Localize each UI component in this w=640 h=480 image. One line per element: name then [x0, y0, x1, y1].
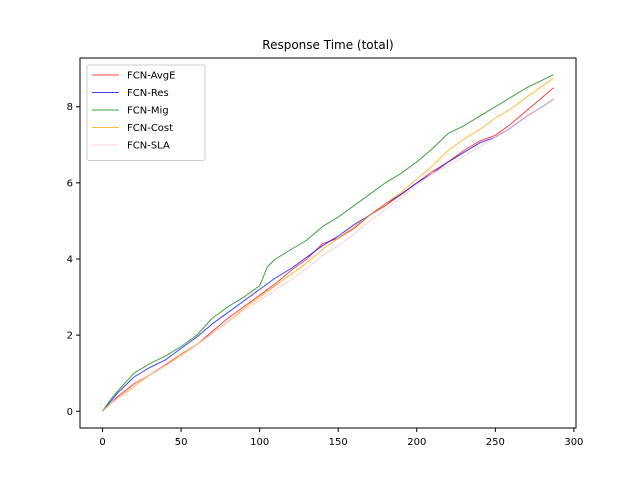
x-axis: 0 50 100 150 200 250 300 — [99, 428, 583, 448]
x-tick-label: 300 — [564, 437, 583, 448]
legend-label-fcn-res: FCN-Res — [127, 88, 169, 99]
legend: FCN-AvgE FCN-Res FCN-Mig FCN-Cost FCN-SLA — [86, 64, 206, 161]
y-tick-label: 4 — [67, 254, 73, 265]
legend-label-fcn-avge: FCN-AvgE — [127, 71, 175, 82]
series-line-fcn-sla — [102, 98, 554, 412]
series-lines — [102, 73, 554, 412]
chart-title: Response Time (total) — [262, 38, 393, 52]
y-tick-label: 8 — [67, 102, 73, 113]
x-tick-label: 200 — [407, 437, 426, 448]
legend-box — [86, 64, 206, 161]
y-tick-label: 0 — [67, 407, 73, 418]
y-tick-label: 6 — [67, 178, 73, 189]
plot-frame — [79, 57, 577, 429]
legend-label-fcn-sla: FCN-SLA — [127, 141, 170, 152]
x-tick-label: 0 — [99, 437, 105, 448]
series-line-fcn-res — [102, 98, 554, 412]
series-line-fcn-avge — [102, 87, 554, 412]
legend-label-fcn-mig: FCN-Mig — [127, 106, 169, 117]
x-tick-label: 250 — [486, 437, 505, 448]
legend-label-fcn-cost: FCN-Cost — [127, 123, 173, 134]
x-tick-label: 100 — [250, 437, 269, 448]
series-line-fcn-mig — [102, 73, 554, 412]
y-tick-label: 2 — [67, 331, 73, 342]
y-axis: 0 2 4 6 8 — [67, 102, 80, 418]
x-tick-label: 150 — [329, 437, 348, 448]
x-tick-label: 50 — [175, 437, 188, 448]
